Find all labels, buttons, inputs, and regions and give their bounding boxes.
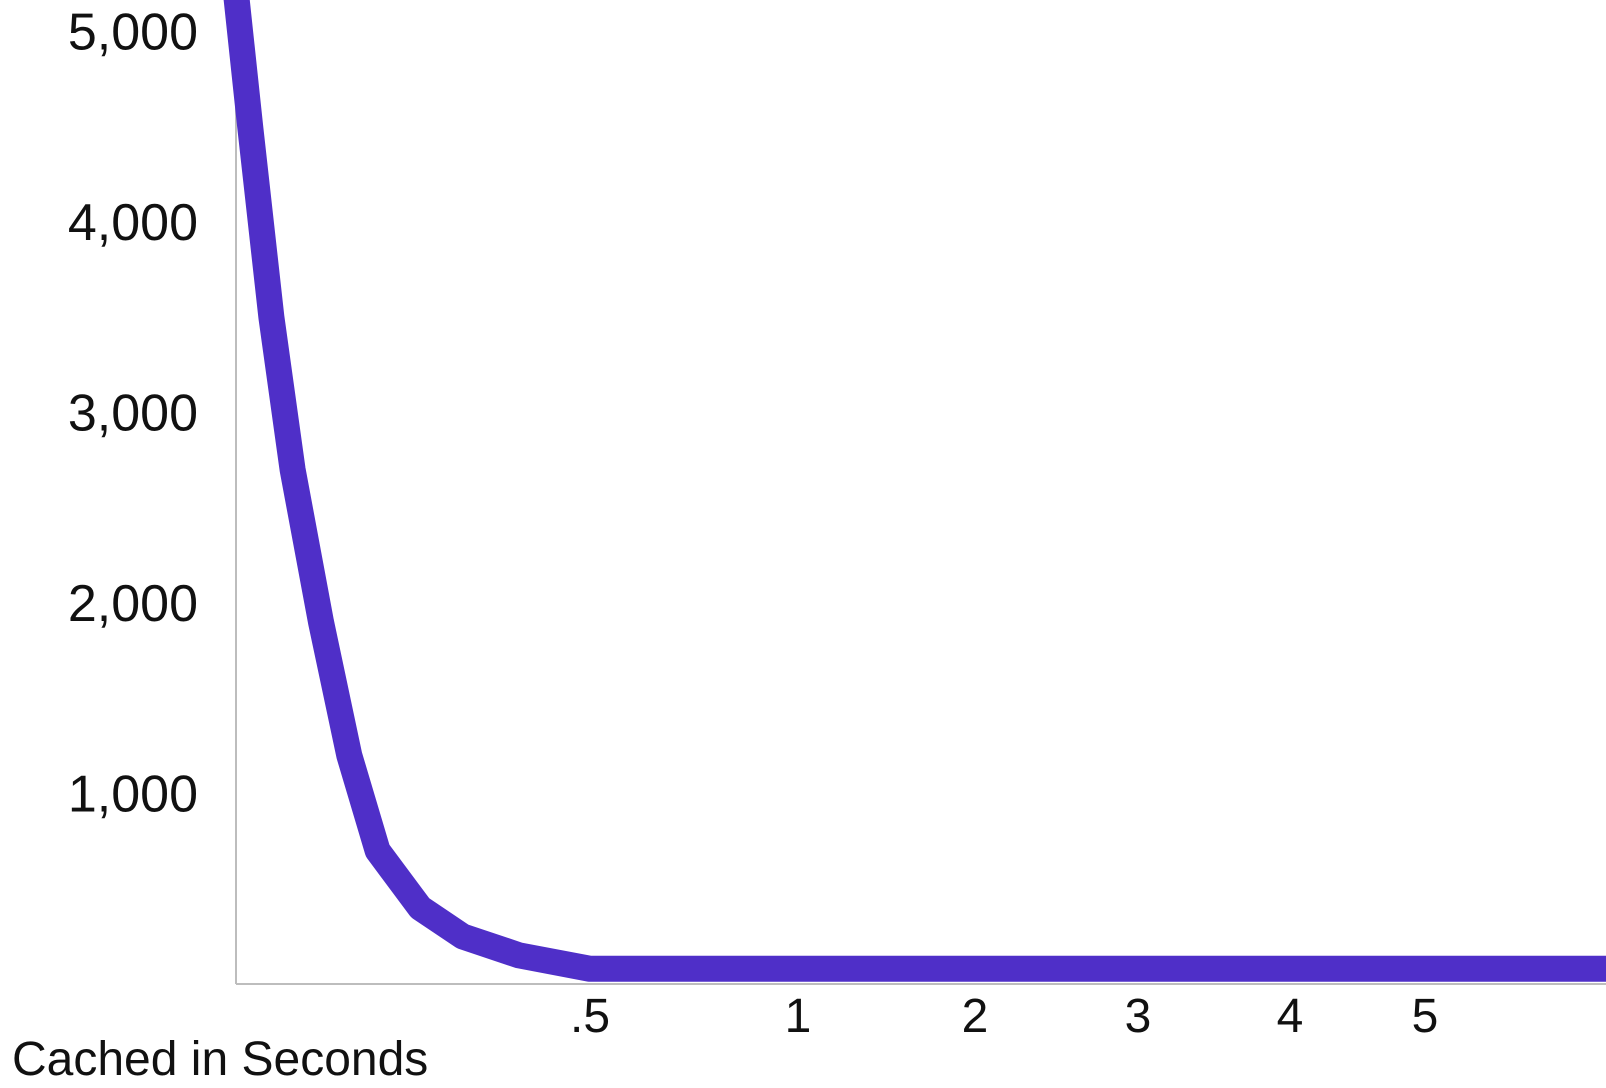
y-tick-labels: 1,000 2,000 3,000 4,000 5,000 [68, 4, 198, 824]
x-tick-labels: .5 1 2 3 4 5 [570, 990, 1438, 1043]
x-tick-label: 1 [785, 990, 812, 1043]
x-tick-label: .5 [570, 990, 610, 1043]
y-tick-label: 2,000 [68, 575, 198, 633]
y-tick-label: 3,000 [68, 385, 198, 443]
x-axis-label: Cached in Seconds [12, 1033, 428, 1083]
x-tick-label: 2 [962, 990, 989, 1043]
y-tick-label: 4,000 [68, 194, 198, 252]
y-tick-label: 1,000 [68, 766, 198, 824]
x-tick-label: 5 [1412, 990, 1439, 1043]
y-tick-label: 5,000 [68, 4, 198, 62]
x-tick-label: 3 [1125, 990, 1152, 1043]
series-line [223, 0, 1606, 982]
x-tick-label: 4 [1277, 990, 1304, 1043]
